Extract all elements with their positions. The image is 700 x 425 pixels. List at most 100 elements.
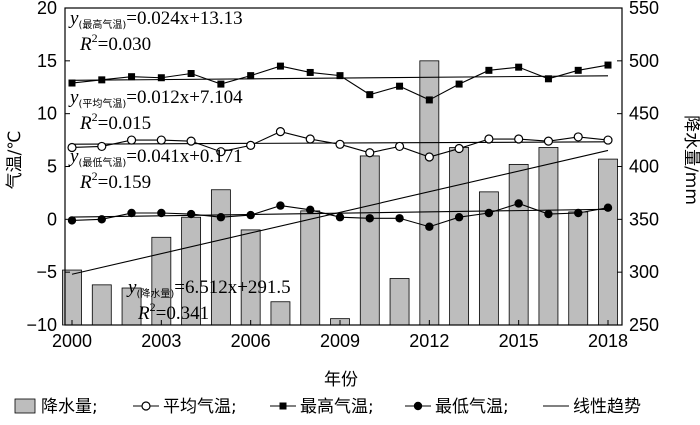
min-temp-point [216,213,226,222]
precipitation-bar [508,163,529,326]
max-temp-point [544,75,552,83]
y-right-tick-label: 300 [629,262,659,282]
max-temp-point [604,61,612,69]
x-tick-label: 2003 [141,331,181,351]
max-temp-point [515,63,523,71]
y-left-tick-label: 20 [37,0,57,18]
regression-equation: y(降水量)=6.512x+291.5 [126,277,291,300]
min-temp-point [246,210,255,220]
precipitation-bar [210,189,231,326]
avg-temp-point [484,134,494,144]
x-tick-label: 2000 [52,331,92,351]
precipitation-bar [389,278,410,326]
legend-symbol-square [279,402,287,410]
avg-temp-point [394,141,405,152]
avg-temp-point [275,127,286,137]
y-left-tick-label: 5 [47,157,57,177]
max-temp-point [574,66,582,74]
min-temp-point [97,215,106,224]
y-right-tick-label: 350 [629,209,659,229]
y-axis-left-title: 气温/℃ [5,131,25,190]
max-temp-point [485,66,493,74]
max-temp-point [98,76,106,84]
y-left-tick-label: 0 [47,209,57,229]
min-temp-point [454,213,464,222]
y-left-tick-label: 15 [37,51,57,71]
min-temp-point [306,205,315,215]
min-temp-point [514,199,523,208]
y-right-tick-label: 250 [629,315,659,335]
regression-equation: y(平均气温)=0.012x+7.104 [68,87,243,110]
min-temp-point [67,216,77,225]
y-right-tick-label: 500 [629,51,659,71]
avg-temp-point [186,136,196,146]
min-temp-point [186,209,196,219]
min-temp-point [544,209,553,219]
max-temp-point [68,79,76,87]
y-axis-right-title: 降水量/mm [681,115,700,205]
min-temp-point [335,213,345,222]
min-temp-point [157,208,166,218]
avg-temp-point [67,142,77,153]
avg-temp-point [543,136,554,146]
avg-temp-point [126,135,137,145]
max-temp-point [336,72,344,80]
precipitation-bar [270,301,291,326]
precipitation-bar [359,155,380,326]
x-tick-label: 2015 [499,331,539,351]
avg-temp-point [454,143,464,154]
axes: −10 −5 0 5 10 15 20 250 300 350 400 450 500 550 2000 20… [26,0,659,351]
min-temp-point [574,208,583,218]
max-temp-point [276,62,284,70]
avg-temp-point [305,134,315,144]
avg-temp-point [156,135,166,145]
avg-temp-point [246,140,256,150]
avg-temp-point [603,135,613,145]
avg-temp-point [573,132,583,142]
min-temp-point [484,208,494,218]
x-tick-label: 2012 [409,331,449,351]
max-temp-point [128,73,136,81]
legend-label: 最低气温; [435,397,509,417]
legend-label: 降水量; [41,397,98,417]
precipitation-bar [91,284,112,326]
x-axis-title: 年份 [324,370,358,390]
y-right-tick-label: 450 [629,104,659,124]
x-tick-label: 2018 [588,331,628,351]
max-temp-point [366,91,374,99]
legend: 降水量; 平均气温; 最高气温; 最低气温; 线性趋势 [14,397,641,417]
min-temp-point [395,214,404,223]
min-temp-point [365,214,374,223]
avg-temp-point [216,147,226,157]
y-left-tick-label: −5 [36,262,57,282]
temperature-series [67,61,613,231]
max-temp-point [157,74,165,82]
max-temp-point [306,68,314,76]
x-tick-label: 2006 [231,331,271,351]
y-left-tick-label: −10 [26,315,57,335]
avg-temp-point [335,139,345,149]
max-temp-point [187,70,195,78]
precipitation-bar [449,147,470,326]
precipitation-bar [300,210,321,326]
precipitation-bar [538,147,559,326]
legend-symbol-bar [14,398,36,414]
min-temp-point [276,201,285,210]
max-temp-point [247,72,255,80]
max-temp-point [425,96,433,104]
min-temp-point [603,203,613,212]
regression-equation: y(最高气温)=0.024x+13.13 [68,8,243,31]
legend-label: 线性趋势 [573,397,641,417]
y-left-tick-label: 10 [37,104,57,124]
r-squared-value: R2=0.159 [79,169,151,193]
regression-equation: y(最低气温)=0.041x+0.171 [68,146,243,169]
precipitation-bar [568,211,589,326]
legend-label: 最高气温; [300,397,374,417]
r-squared-value: R2=0.341 [137,300,209,324]
max-temp-point [455,80,463,88]
legend-symbol-open-circle [141,401,151,411]
r-squared-value: R2=0.030 [79,31,151,55]
avg-temp-point [514,134,524,144]
